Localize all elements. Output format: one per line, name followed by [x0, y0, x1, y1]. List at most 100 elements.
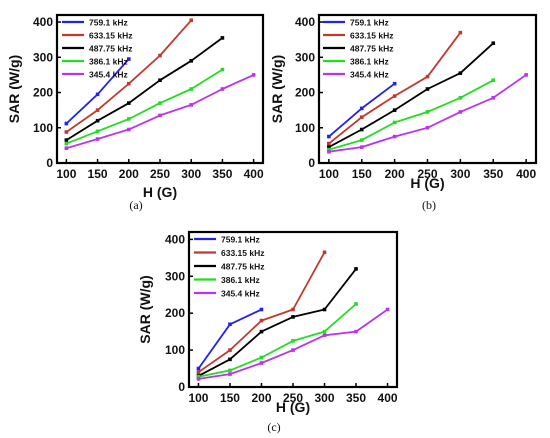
x-axis-label: H (G): [410, 175, 444, 191]
series-line-5: [198, 308, 389, 380]
y-tick-label: 400: [165, 232, 185, 246]
data-point: [327, 134, 331, 139]
data-point: [228, 348, 232, 352]
legend-label: 633.15 kHz: [221, 248, 264, 258]
data-point: [259, 361, 264, 365]
y-tick-label: 300: [295, 50, 315, 64]
data-point: [354, 329, 358, 334]
x-axis-label: H (G): [143, 184, 177, 200]
data-point: [158, 53, 162, 58]
legend-label: 759.1 kHz: [89, 18, 128, 28]
legend-label: 345.4 kHz: [89, 70, 128, 80]
data-point: [491, 41, 496, 45]
data-point: [196, 377, 201, 381]
panel-label: (a): [129, 198, 142, 212]
data-point: [228, 372, 232, 376]
data-point: [189, 103, 194, 107]
data-point: [259, 318, 264, 323]
data-point: [354, 267, 358, 271]
data-point: [189, 18, 194, 23]
data-point: [126, 117, 131, 121]
data-point: [95, 118, 100, 123]
y-tick-label: 200: [33, 86, 53, 100]
data-point: [322, 307, 327, 312]
data-point: [64, 130, 69, 134]
y-tick-label: 200: [165, 306, 185, 320]
y-tick-label: 100: [295, 121, 315, 135]
data-point: [95, 129, 100, 134]
data-point: [220, 36, 225, 40]
data-point: [228, 368, 232, 373]
data-point: [392, 94, 397, 98]
data-point: [458, 71, 463, 75]
x-tick-label: 400: [244, 167, 264, 181]
data-point: [458, 110, 463, 114]
data-point: [64, 141, 69, 146]
x-tick-label: 400: [378, 391, 398, 405]
data-point: [189, 87, 194, 91]
x-tick-label: 200: [119, 167, 139, 181]
y-tick-label: 300: [33, 50, 53, 64]
data-point: [322, 333, 327, 338]
y-tick-label: 0: [178, 380, 185, 394]
legend-label: 759.1 kHz: [221, 235, 260, 245]
data-point: [95, 137, 100, 141]
data-point: [359, 145, 364, 149]
data-point: [491, 78, 496, 82]
legend-label: 345.4 kHz: [350, 70, 389, 80]
data-point: [291, 315, 295, 319]
series-line-3: [65, 37, 223, 141]
y-axis-label: SAR (W/g): [137, 275, 153, 343]
data-point: [259, 329, 264, 334]
y-tick-label: 100: [165, 343, 185, 357]
data-point: [95, 108, 100, 112]
data-point: [196, 366, 201, 371]
data-point: [126, 81, 131, 86]
data-point: [158, 78, 162, 82]
x-tick-label: 300: [450, 167, 470, 181]
x-tick-label: 200: [385, 167, 405, 181]
data-point: [196, 370, 201, 375]
data-point: [392, 120, 397, 125]
data-point: [291, 348, 295, 352]
plot-frame: [55, 13, 265, 165]
legend-label: 386.1 kHz: [221, 275, 260, 285]
data-point: [392, 81, 397, 86]
x-tick-label: 100: [319, 167, 339, 181]
data-point: [95, 92, 100, 97]
x-tick-label: 300: [181, 167, 201, 181]
y-tick-label: 0: [308, 156, 315, 170]
y-tick-label: 300: [165, 269, 185, 283]
data-point: [126, 57, 131, 61]
legend-label: 759.1 kHz: [350, 18, 389, 28]
x-tick-label: 350: [346, 391, 366, 405]
data-point: [126, 127, 131, 132]
x-tick-label: 300: [314, 391, 334, 405]
x-tick-label: 100: [188, 391, 208, 405]
data-point: [64, 121, 69, 126]
x-tick-label: 150: [88, 167, 108, 181]
data-point: [327, 141, 331, 146]
data-point: [458, 96, 463, 100]
series-line-3: [198, 268, 357, 377]
x-tick-label: 250: [417, 167, 437, 181]
data-point: [189, 59, 194, 63]
data-point: [64, 138, 69, 142]
y-tick-label: 400: [33, 15, 53, 29]
data-point: [126, 101, 131, 105]
x-tick-label: 150: [352, 167, 372, 181]
legend-label: 633.15 kHz: [89, 31, 132, 41]
data-point: [392, 134, 397, 139]
x-axis-label: H (G): [276, 399, 310, 415]
data-point: [359, 106, 364, 111]
x-tick-label: 100: [56, 167, 76, 181]
data-point: [491, 96, 496, 100]
series-line-4: [198, 303, 357, 378]
data-point: [220, 87, 225, 91]
x-tick-label: 250: [283, 391, 303, 405]
panel-label: (b): [422, 198, 436, 212]
legend-label: 487.75 kHz: [350, 44, 393, 54]
